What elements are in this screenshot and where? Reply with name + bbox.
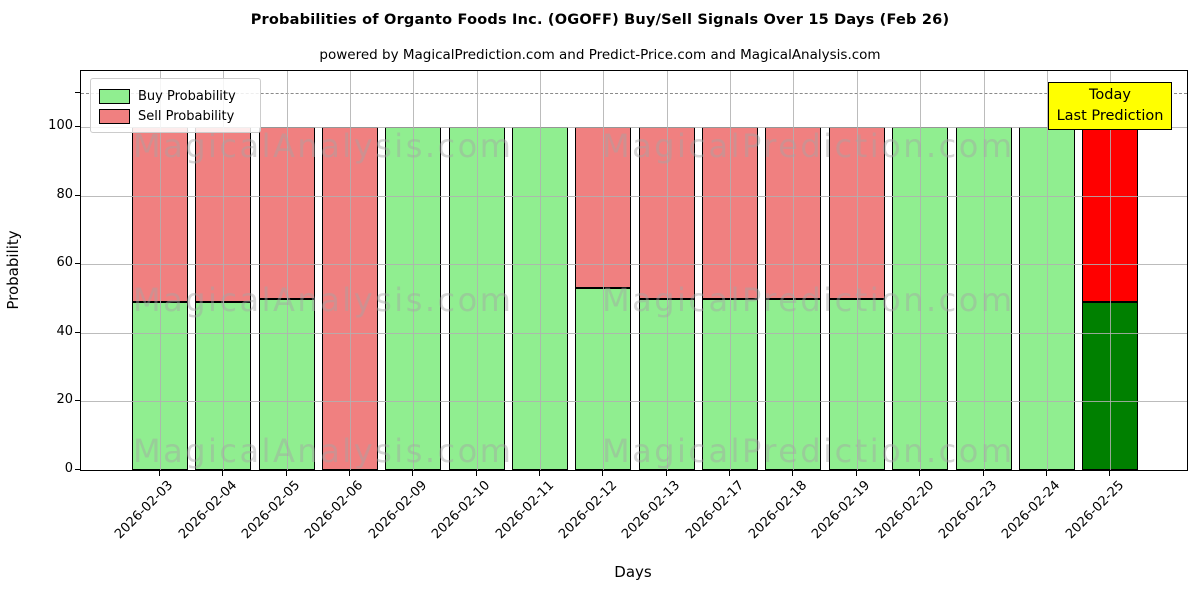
x-tick <box>1045 471 1047 476</box>
v-gridline <box>159 71 161 470</box>
y-tick <box>75 263 80 265</box>
y-tick <box>75 126 80 127</box>
y-tick <box>75 194 80 196</box>
x-tick-label: 2026-02-09 <box>365 478 430 543</box>
x-tick-label: 2026-02-18 <box>746 478 811 543</box>
v-gridline <box>730 71 732 470</box>
y-tick-label: 60 <box>56 255 73 271</box>
x-tick-label: 2026-02-03 <box>112 478 177 543</box>
x-tick <box>158 471 160 476</box>
y-tick <box>75 331 80 333</box>
plot-area: MagicalAnalysis.com MagicalPrediction.com… <box>80 70 1188 471</box>
y-tick-label: 80 <box>56 186 73 202</box>
chart-subtitle: powered by MagicalPrediction.com and Pre… <box>319 47 881 63</box>
x-tick-label: 2026-02-20 <box>872 478 937 543</box>
legend-item-sell: Sell Probability <box>99 106 251 126</box>
y-axis-label: Probability <box>4 230 22 310</box>
x-tick <box>855 471 857 476</box>
x-tick-label: 2026-02-19 <box>809 478 874 543</box>
h-gridline <box>81 401 1187 403</box>
v-gridline <box>286 71 288 470</box>
x-tick <box>285 471 287 476</box>
v-gridline <box>350 71 352 470</box>
watermark-text: MagicalPrediction.com <box>602 127 1015 165</box>
legend-label-buy: Buy Probability <box>138 88 236 104</box>
v-gridline <box>920 71 922 470</box>
y-tick <box>75 469 80 470</box>
y-tick-label: 0 <box>64 461 73 476</box>
threshold-dashed-line <box>81 92 1187 94</box>
v-gridline <box>666 71 668 470</box>
v-gridline <box>1046 71 1048 470</box>
x-tick-label: 2026-02-24 <box>999 478 1064 543</box>
watermark-text: MagicalAnalysis.com <box>133 127 514 165</box>
h-gridline <box>81 332 1187 334</box>
v-gridline <box>983 71 985 470</box>
legend-item-buy: Buy Probability <box>99 86 251 106</box>
v-gridline <box>413 71 415 470</box>
x-tick-label: 2026-02-04 <box>175 478 240 543</box>
h-gridline <box>81 264 1187 266</box>
x-tick-label: 2026-02-13 <box>619 478 684 543</box>
watermark-text: MagicalPrediction.com <box>602 281 1015 319</box>
buy-swatch-icon <box>99 88 130 104</box>
x-tick <box>222 471 224 476</box>
x-tick-label: 2026-02-25 <box>1062 478 1127 543</box>
x-tick-label: 2026-02-17 <box>682 478 747 543</box>
x-tick <box>729 471 731 476</box>
x-tick-label: 2026-02-12 <box>556 478 621 543</box>
sell-swatch-icon <box>99 108 130 124</box>
x-tick <box>602 471 604 476</box>
y-tick-label: 40 <box>56 323 73 339</box>
h-gridline <box>81 195 1187 197</box>
v-gridline <box>476 71 478 470</box>
x-tick-label: 2026-02-23 <box>936 478 1001 543</box>
x-tick <box>919 471 921 476</box>
today-annotation: Today Last Prediction <box>1048 82 1172 131</box>
today-annotation-line2: Last Prediction <box>1056 108 1164 125</box>
x-tick <box>539 471 541 476</box>
x-tick <box>412 471 414 476</box>
x-tick <box>792 471 794 476</box>
y-tick-label: 20 <box>56 392 73 408</box>
x-tick-label: 2026-02-11 <box>492 478 557 543</box>
v-gridline <box>1110 71 1112 470</box>
v-gridline <box>603 71 605 470</box>
x-tick <box>349 471 351 476</box>
x-tick <box>1109 471 1111 476</box>
watermark-text: MagicalPrediction.com <box>602 432 1015 470</box>
legend: Buy Probability Sell Probability <box>90 78 261 133</box>
y-tick <box>75 400 80 402</box>
h-gridline <box>81 127 1187 128</box>
x-tick <box>982 471 984 476</box>
today-annotation-line1: Today <box>1089 87 1131 103</box>
x-tick-label: 2026-02-10 <box>429 478 494 543</box>
watermark-text: MagicalAnalysis.com <box>133 281 514 319</box>
legend-label-sell: Sell Probability <box>138 108 235 124</box>
v-gridline <box>540 71 542 470</box>
chart-title: Probabilities of Organto Foods Inc. (OGO… <box>250 12 950 28</box>
v-gridline <box>856 71 858 470</box>
y-tick-threshold <box>75 91 80 93</box>
x-tick-label: 2026-02-05 <box>239 478 304 543</box>
y-tick-label: 100 <box>48 118 73 133</box>
x-tick-label: 2026-02-06 <box>302 478 367 543</box>
watermark-text: MagicalAnalysis.com <box>133 432 514 470</box>
x-tick <box>475 471 477 476</box>
x-tick <box>665 471 667 476</box>
v-gridline <box>223 71 225 470</box>
x-axis-label: Days <box>614 563 652 581</box>
v-gridline <box>793 71 795 470</box>
